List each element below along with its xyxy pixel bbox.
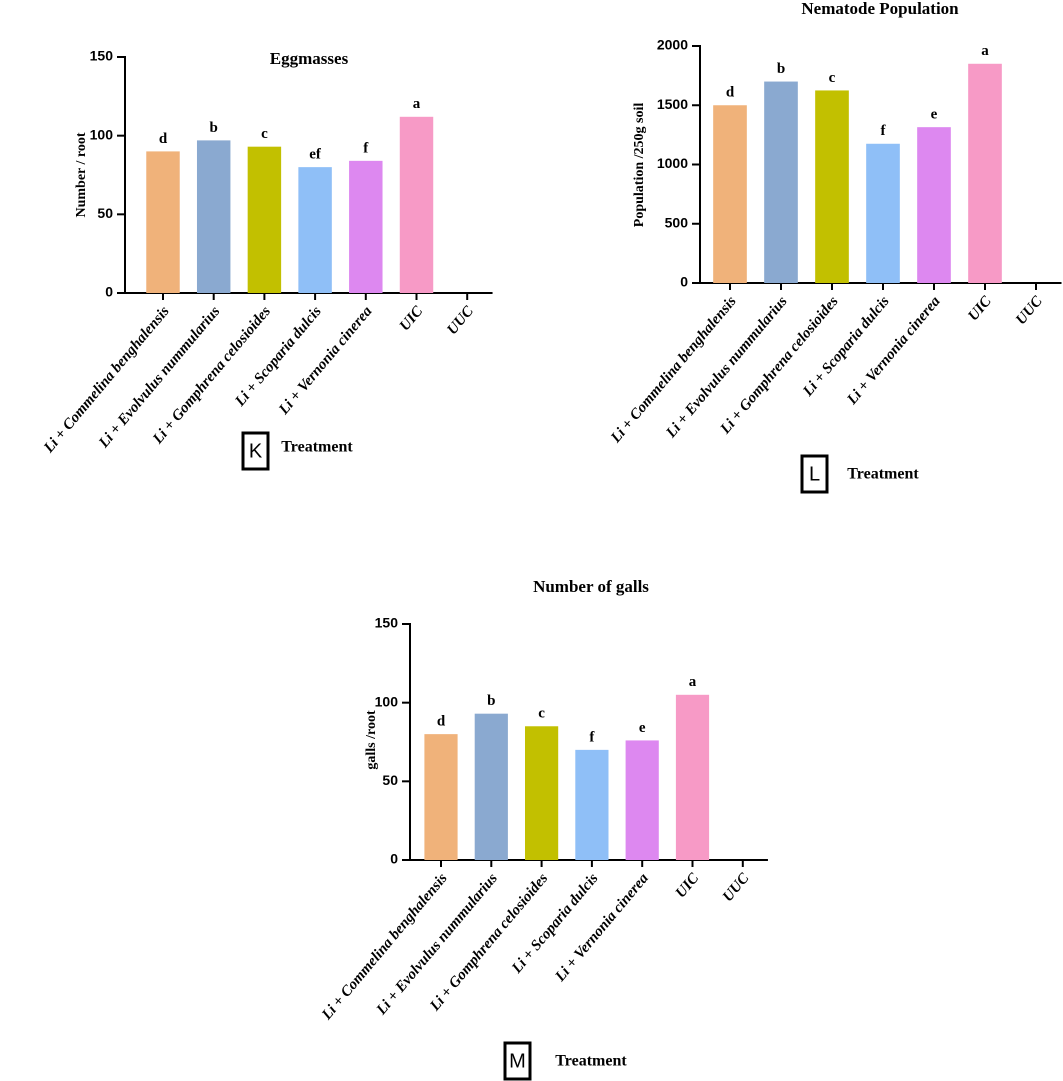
y-tick-label: 1500 [657, 96, 688, 112]
bar [196, 140, 231, 293]
panel-label: M [509, 1050, 526, 1072]
bar [575, 749, 609, 860]
y-axis-label: Population /250g soil [632, 103, 647, 228]
y-tick-label: 500 [665, 214, 689, 230]
bar [474, 713, 508, 860]
panel-label: L [809, 463, 820, 485]
x-axis-label: Treatment [847, 466, 919, 483]
bar [675, 694, 710, 860]
chart-title: Number of galls [533, 577, 649, 596]
x-tick-label: Li + Scoparia dulcis [800, 293, 893, 400]
bar [917, 127, 951, 283]
significance-letter: f [589, 729, 595, 745]
y-tick-label: 0 [680, 274, 688, 290]
bar [146, 151, 180, 293]
bar [764, 81, 798, 283]
significance-letter: f [363, 140, 369, 156]
bar [525, 726, 559, 860]
x-tick-label: Li + Vernonia cinerea [552, 870, 652, 985]
significance-letter: b [210, 120, 218, 136]
x-axis-label: Treatment [555, 1053, 627, 1070]
y-axis-label: Number / root [74, 132, 89, 217]
y-tick-label: 0 [390, 851, 398, 867]
significance-letter: b [487, 693, 495, 709]
panel-label: K [249, 440, 263, 462]
x-tick-label: UUC [444, 303, 477, 338]
panel-box [800, 454, 829, 494]
significance-letter: a [413, 96, 421, 112]
significance-letter: d [726, 85, 735, 101]
x-tick-label: UIC [965, 293, 995, 324]
significance-letter: d [159, 131, 168, 147]
y-tick-label: 100 [375, 693, 399, 709]
significance-letter: f [881, 123, 887, 139]
y-tick-label: 150 [375, 615, 399, 631]
y-tick-label: 100 [90, 126, 114, 142]
y-axis-label: galls /root [364, 710, 379, 770]
bar [399, 116, 434, 293]
x-tick-label: Li + Scoparia dulcis [508, 870, 601, 977]
y-tick-label: 0 [105, 284, 113, 300]
panel-box [503, 1041, 532, 1081]
bar [815, 90, 849, 283]
bar [298, 167, 332, 293]
x-tick-label: UUC [720, 870, 753, 905]
bar [968, 63, 1002, 284]
significance-letter: e [639, 720, 646, 736]
bar [349, 160, 383, 293]
significance-letter: a [689, 674, 697, 690]
y-tick-label: 50 [97, 205, 113, 221]
chart-title: Nematode Population [801, 0, 959, 18]
significance-letter: ef [309, 147, 322, 163]
x-tick-label: UIC [397, 303, 427, 334]
significance-letter: e [931, 107, 938, 123]
significance-letter: c [538, 706, 545, 722]
bar [424, 734, 458, 860]
significance-letter: c [829, 70, 836, 86]
x-tick-label: Li + Vernonia cinerea [275, 303, 375, 418]
significance-letter: d [437, 714, 446, 730]
y-tick-label: 1000 [657, 155, 688, 171]
y-tick-label: 50 [382, 772, 398, 788]
panel-box [241, 431, 270, 471]
x-tick-label: UUC [1013, 293, 1046, 328]
significance-letter: c [261, 126, 268, 142]
significance-letter: a [981, 43, 989, 59]
bar [713, 105, 747, 283]
y-tick-label: 2000 [657, 37, 688, 53]
chart-title: Eggmasses [270, 49, 349, 68]
x-axis-label: Treatment [281, 439, 353, 456]
bar [625, 740, 659, 860]
x-tick-label: Li + Scoparia dulcis [232, 303, 325, 410]
bar [247, 146, 282, 293]
x-tick-label: Li + Vernonia cinerea [844, 293, 944, 408]
significance-letter: b [777, 61, 785, 77]
y-tick-label: 150 [90, 48, 114, 64]
x-tick-label: UIC [673, 870, 703, 901]
bar [866, 143, 900, 283]
